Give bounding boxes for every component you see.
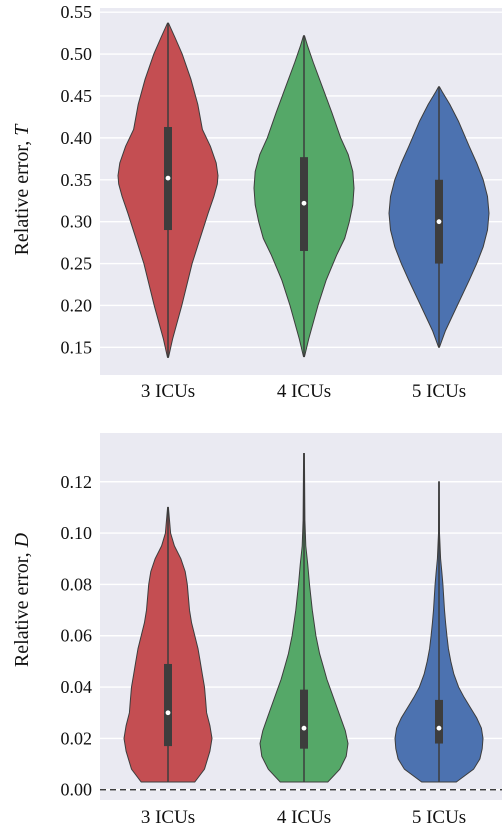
y-axis-label-text: Relative error, [11, 136, 33, 256]
y-tick-label: 0.35 [61, 170, 93, 190]
violin-iqr-box [435, 699, 443, 744]
violin-iqr-box [164, 663, 172, 747]
y-tick-label: 0.02 [61, 728, 93, 748]
x-category-label: 4 ICUs [277, 381, 331, 402]
y-axis-label-text: Relative error, [11, 547, 33, 667]
panel-relative-error-d: 0.00 0.02 0.04 0.06 0.08 0.10 0.12 3 ICUs 4 ICUs… [11, 433, 502, 828]
x-category-label: 3 ICUs [141, 807, 195, 828]
x-category-label: 5 ICUs [412, 807, 466, 828]
y-axis-label-variable: D [11, 532, 33, 548]
violin-iqr-box [300, 689, 308, 749]
violin-median-dot [301, 200, 307, 206]
y-tick-label: 0.04 [61, 677, 93, 697]
y-tick-label: 0.55 [61, 2, 93, 22]
y-tick-label: 0.00 [61, 780, 93, 800]
y-tick-label: 0.12 [61, 472, 93, 492]
violin-median-dot [436, 219, 442, 225]
y-tick-label: 0.25 [61, 254, 93, 274]
y-axis-label: Relative error, T [11, 123, 33, 256]
violin-median-dot [436, 725, 442, 731]
y-axis-label-variable: T [11, 123, 33, 136]
y-tick-label: 0.40 [61, 128, 93, 148]
x-category-label: 5 ICUs [412, 381, 466, 402]
y-tick-label: 0.30 [61, 212, 93, 232]
x-category-label: 4 ICUs [277, 807, 331, 828]
y-tick-label: 0.45 [61, 86, 93, 106]
violin-median-dot [165, 710, 171, 716]
panel-relative-error-t: 0.15 0.20 0.25 0.30 0.35 0.40 0.45 0.50 0.55 3 IC… [11, 2, 502, 402]
violin-median-dot [165, 175, 171, 181]
y-tick-label: 0.50 [61, 44, 93, 64]
y-tick-label: 0.20 [61, 295, 93, 315]
y-tick-label: 0.06 [61, 626, 93, 646]
violin-median-dot [301, 725, 307, 731]
x-category-label: 3 ICUs [141, 381, 195, 402]
y-tick-label: 0.10 [61, 523, 93, 543]
y-axis-label: Relative error, D [11, 532, 33, 667]
y-tick-label: 0.08 [61, 574, 93, 594]
y-tick-label: 0.15 [61, 337, 93, 357]
